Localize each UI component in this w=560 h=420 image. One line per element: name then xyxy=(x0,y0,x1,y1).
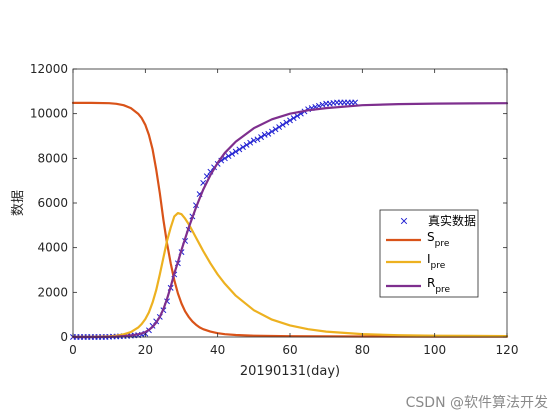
y-tick-label: 6000 xyxy=(37,196,68,210)
legend-label-i-pre: Ipre xyxy=(427,252,446,271)
series-line-r-pre xyxy=(71,102,509,339)
data-point-marker xyxy=(225,153,232,160)
data-point-marker xyxy=(232,148,239,155)
data-point-marker xyxy=(315,102,322,109)
data-point-marker xyxy=(258,134,265,141)
data-point-marker xyxy=(268,128,275,135)
legend-box xyxy=(379,209,479,298)
y-tick-label: 4000 xyxy=(37,241,68,255)
data-point-marker xyxy=(250,137,257,144)
data-point-marker xyxy=(276,124,283,131)
legend-marker-real-data xyxy=(400,217,408,225)
data-point-marker xyxy=(254,136,261,143)
x-tick-label: 120 xyxy=(496,343,519,357)
x-tick-label: 80 xyxy=(355,343,370,357)
data-point-marker xyxy=(272,126,279,133)
watermark: CSDN @软件算法开发 xyxy=(406,395,548,411)
x-tick-label: 40 xyxy=(210,343,225,357)
y-tick-label: 8000 xyxy=(37,151,68,165)
data-point-marker xyxy=(261,131,268,138)
ticks-layer: 0 20 40 60 80 100 120 0 2000 4000 6000 8000 10000 120… xyxy=(30,62,519,357)
x-tick-label: 0 xyxy=(69,343,77,357)
y-axis-label: 数据 xyxy=(11,190,26,216)
legend-label-real-data: 真实数据 xyxy=(428,213,476,228)
x-tick-label: 60 xyxy=(282,343,297,357)
data-point-marker xyxy=(279,121,286,128)
y-tick-label: 2000 xyxy=(37,285,68,299)
data-point-marker xyxy=(265,130,272,137)
data-point-marker xyxy=(283,119,290,126)
data-point-marker xyxy=(352,99,359,106)
y-tick-label: 0 xyxy=(60,330,68,344)
data-point-marker xyxy=(319,101,326,108)
data-point-marker xyxy=(247,139,254,146)
data-point-marker xyxy=(243,141,250,148)
series-line-i-pre xyxy=(71,212,509,338)
series-line-s-pre xyxy=(71,101,509,338)
x-tick-label: 20 xyxy=(138,343,153,357)
data-point-marker xyxy=(236,146,243,153)
data-point-marker xyxy=(294,112,301,119)
data-point-marker xyxy=(287,117,293,124)
data-point-marker xyxy=(290,115,297,122)
legend-label-s-pre: Spre xyxy=(427,230,450,249)
y-tick-label: 12000 xyxy=(30,62,68,76)
y-tick-label: 10000 xyxy=(30,107,68,121)
x-tick-label: 100 xyxy=(423,343,446,357)
data-point-marker xyxy=(229,150,236,157)
series-layer xyxy=(70,99,509,340)
data-point-marker xyxy=(240,144,246,151)
legend: 真实数据 Spre Ipre Rpre xyxy=(379,209,479,298)
x-axis-label: 20190131(day) xyxy=(240,364,340,379)
legend-label-r-pre: Rpre xyxy=(427,276,451,295)
